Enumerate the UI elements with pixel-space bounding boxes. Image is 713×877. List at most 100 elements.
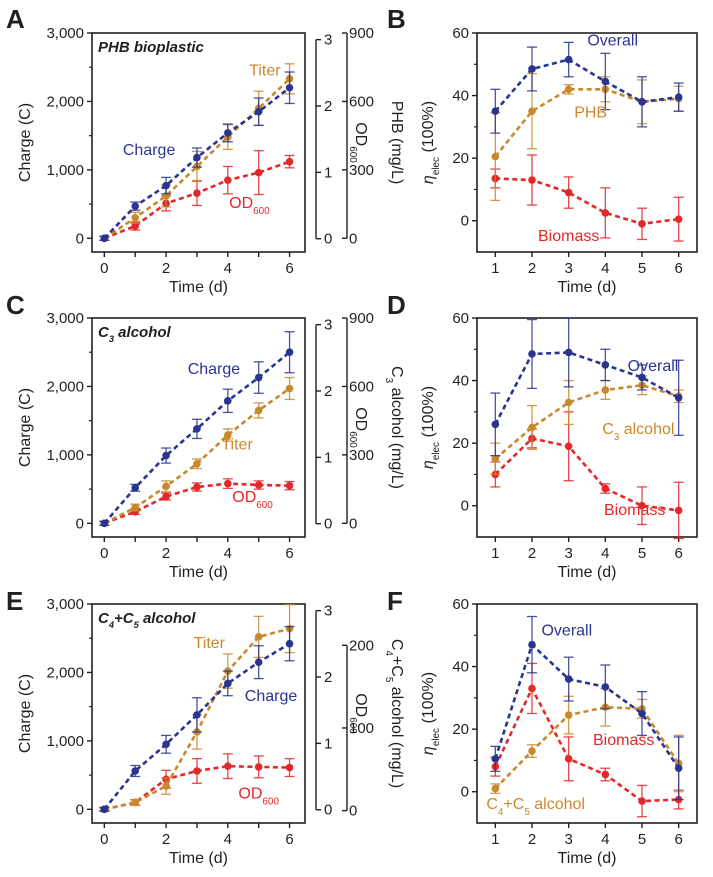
data-point xyxy=(285,157,294,166)
data-point xyxy=(601,209,610,217)
y-tick-label: 0 xyxy=(461,498,469,515)
data-point xyxy=(285,83,294,92)
series-label-biomass: Biomass xyxy=(538,228,599,245)
x-tick-label: 3 xyxy=(564,260,572,277)
panel-a: A 0 2 4 6 Time (d) 0 1,000 2,000 3,000 Charge (C)… xyxy=(6,4,405,296)
panel-label-d: D xyxy=(387,290,406,320)
x-axis-label: Time (d) xyxy=(169,850,228,867)
y-tick-label: 3,000 xyxy=(46,310,84,327)
series-overall xyxy=(490,615,684,801)
x-tick-label: 3 xyxy=(564,831,572,848)
data-point xyxy=(601,386,610,394)
x-axis-label: Time (d) xyxy=(558,279,617,296)
x-tick-label: 5 xyxy=(638,831,646,848)
data-point xyxy=(254,373,263,382)
x-tick-label: 1 xyxy=(491,545,499,562)
data-point xyxy=(638,220,646,228)
data-point xyxy=(193,459,201,468)
data-point xyxy=(100,805,109,814)
data-point xyxy=(254,107,263,116)
y-tick-label: 1,000 xyxy=(46,162,84,179)
panel-label-e: E xyxy=(6,586,23,616)
data-point xyxy=(193,483,201,491)
chart-title: PHB bioplastic xyxy=(98,39,205,56)
od-tick-label: 3 xyxy=(324,317,332,334)
series-charge xyxy=(99,331,295,528)
y-tick-label: 60 xyxy=(452,25,469,42)
data-point xyxy=(491,784,500,793)
data-point xyxy=(285,481,294,490)
data-point xyxy=(528,350,536,358)
od-tick-label: 1 xyxy=(324,449,332,466)
data-point xyxy=(638,709,646,718)
x-axis-label: Time (d) xyxy=(169,279,228,296)
titer-tick-label: 900 xyxy=(349,310,374,327)
y-axis-label: ηelec (100%) xyxy=(420,101,442,184)
data-point xyxy=(564,188,573,197)
data-point xyxy=(100,234,109,243)
titer-tick-label: 200 xyxy=(349,637,374,654)
y-tick-label: 60 xyxy=(452,596,469,613)
data-point xyxy=(528,684,536,693)
data-point xyxy=(131,213,140,222)
series-overall xyxy=(490,317,684,457)
series-line xyxy=(494,437,679,512)
od-tick-label: 3 xyxy=(324,603,332,620)
data-point xyxy=(491,454,500,463)
series-product xyxy=(490,687,684,794)
od-tick-label: 0 xyxy=(324,802,332,819)
series-product xyxy=(490,73,684,202)
data-point xyxy=(564,398,573,407)
data-point xyxy=(224,479,232,488)
y-tick-label: 0 xyxy=(76,515,84,532)
x-tick-label: 2 xyxy=(162,545,170,562)
y-axis-label: ηelec (100%) xyxy=(420,672,442,755)
data-point xyxy=(528,65,536,73)
y-tick-label: 40 xyxy=(452,373,469,390)
titer-tick-label: 600 xyxy=(349,378,374,395)
y-tick-label: 20 xyxy=(452,721,469,738)
data-point xyxy=(100,519,109,528)
y-tick-label: 0 xyxy=(461,213,469,230)
data-point xyxy=(224,176,232,184)
titer-tick-label: 0 xyxy=(349,803,357,820)
x-tick-label: 2 xyxy=(528,831,536,848)
x-tick-label: 0 xyxy=(100,545,108,562)
series-line xyxy=(494,383,680,460)
chart-title: C3 alcohol xyxy=(98,324,172,344)
y-tick-label: 2,000 xyxy=(46,664,84,681)
y-tick-label: 2,000 xyxy=(46,378,84,395)
series-overall xyxy=(490,41,684,134)
x-tick-label: 2 xyxy=(528,260,536,277)
series-label-biomass: Biomass xyxy=(593,732,654,749)
titer-axis-label: PHB (mg/L) xyxy=(388,101,405,185)
series-label-overall: Overall xyxy=(541,622,592,639)
data-point xyxy=(564,348,573,357)
panel-d: D 1 2 3 4 5 6 Time (d) 0 20 40 60 ηelec (100%) Overa… xyxy=(387,290,698,581)
od-tick-label: 0 xyxy=(324,516,332,533)
series-line xyxy=(494,642,680,769)
panel-f: F 1 2 3 4 5 6 Time (d) 0 20 40 60 ηelec (100%) Overa… xyxy=(387,586,698,867)
data-point xyxy=(131,483,140,492)
data-point xyxy=(528,176,536,184)
x-tick-label: 5 xyxy=(638,545,646,562)
series-line xyxy=(494,88,679,158)
data-point xyxy=(224,679,232,688)
y-tick-label: 0 xyxy=(461,784,469,801)
panel-label-f: F xyxy=(387,586,403,616)
data-point xyxy=(601,683,610,691)
titer-axis-label: C4+C5 alcohol (mg/L) xyxy=(384,639,406,788)
y-tick-label: 60 xyxy=(452,310,469,327)
od-tick-label: 0 xyxy=(324,231,332,248)
series-label-overall: Overall xyxy=(628,358,679,375)
y-tick-label: 1,000 xyxy=(46,447,84,464)
od-tick-label: 1 xyxy=(324,164,332,181)
data-point xyxy=(254,481,263,489)
data-point xyxy=(254,658,263,666)
data-point xyxy=(162,181,170,190)
titer-tick-label: 300 xyxy=(349,447,374,464)
y-tick-label: 0 xyxy=(76,230,84,247)
data-point xyxy=(162,740,170,749)
y-axis-label: Charge (C) xyxy=(17,103,34,182)
od-tick-label: 3 xyxy=(324,32,332,49)
